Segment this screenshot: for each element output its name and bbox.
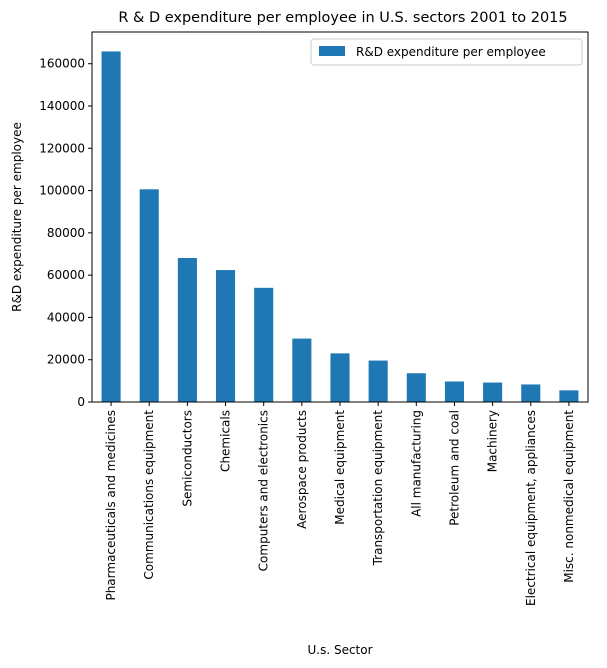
bar <box>292 338 312 402</box>
y-tick-label: 80000 <box>47 226 85 240</box>
bar <box>406 373 426 402</box>
y-tick-label: 60000 <box>47 268 85 282</box>
x-tick-label: Chemicals <box>219 410 233 472</box>
x-axis: Pharmaceuticals and medicines Communicati… <box>104 402 576 606</box>
x-tick-label: Computers and electronics <box>257 410 271 571</box>
axes-frame <box>91 31 589 403</box>
x-tick-label: Communications equipment <box>142 410 156 580</box>
bar <box>254 287 274 402</box>
bar <box>483 382 503 402</box>
y-tick-label: 120000 <box>39 141 85 155</box>
x-tick-label: Semiconductors <box>180 410 194 507</box>
y-axis-label: R&D expenditure per employee <box>10 122 24 312</box>
y-tick-label: 0 <box>77 395 85 409</box>
bar <box>444 381 464 402</box>
x-tick-label: Petroleum and coal <box>447 410 461 526</box>
legend-swatch <box>319 46 345 56</box>
legend-box <box>310 38 583 66</box>
bar <box>139 189 159 402</box>
x-axis-label: U.s. Sector <box>307 643 372 657</box>
x-tick-label: Medical equipment <box>333 410 347 525</box>
x-tick-label: Aerospace products <box>295 410 309 529</box>
chart-title: R & D expenditure per employee in U.S. s… <box>118 10 567 26</box>
x-tick-label: Transportation equipment <box>371 410 385 567</box>
bar <box>101 51 121 402</box>
bar <box>177 258 197 402</box>
y-tick-label: 100000 <box>39 184 85 198</box>
legend: R&D expenditure per employee <box>310 38 583 66</box>
y-tick-label: 140000 <box>39 99 85 113</box>
bar <box>368 360 388 402</box>
plot-area: 0 20000 40000 60000 80000 100000 120000 140000 1… <box>39 31 589 606</box>
bar <box>330 353 350 402</box>
x-tick-label: All manufacturing <box>409 410 423 517</box>
y-tick-label: 160000 <box>39 57 85 71</box>
x-tick-label: Machinery <box>486 410 500 472</box>
x-tick-label: Electrical equipment, appliances <box>524 410 538 606</box>
legend-label: R&D expenditure per employee <box>356 45 546 59</box>
bar <box>216 270 236 402</box>
x-tick-label: Misc. nonmedical equipment <box>562 410 576 583</box>
bar <box>521 384 541 402</box>
bars <box>101 51 579 402</box>
bar <box>559 390 579 402</box>
x-tick-label: Pharmaceuticals and medicines <box>104 410 118 601</box>
y-tick-label: 20000 <box>47 353 85 367</box>
y-axis: 0 20000 40000 60000 80000 100000 120000 140000 1… <box>39 57 92 409</box>
y-tick-label: 40000 <box>47 310 85 324</box>
